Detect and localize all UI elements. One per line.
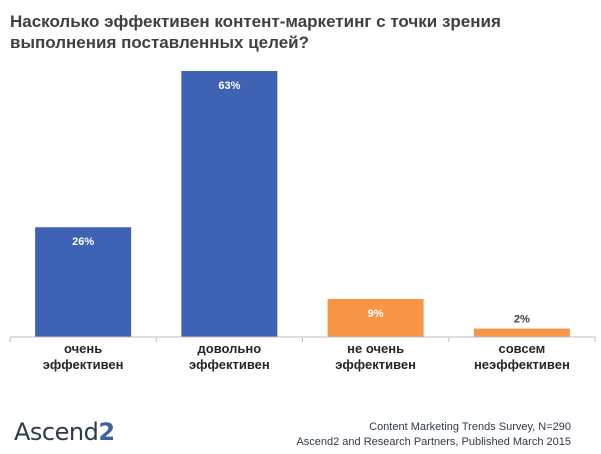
category-label: эффективен <box>43 357 124 372</box>
category-label: не очень <box>347 341 404 356</box>
bar-value-label: 63% <box>218 80 240 92</box>
category-label: очень <box>64 341 102 356</box>
bar-chart: 26%63%9% 2% оченьэффективендовольноэффект… <box>9 71 596 372</box>
bar <box>181 71 278 337</box>
category-label: совсем <box>499 341 546 356</box>
category-label: довольно <box>198 341 262 356</box>
source-line-2: Ascend2 and Research Partners, Published… <box>296 436 571 448</box>
source-note: Content Marketing Trends Survey, N=290 A… <box>296 420 571 450</box>
category-label: эффективен <box>335 357 416 372</box>
bar <box>473 328 570 337</box>
bar-value-label: 9% <box>368 308 384 320</box>
bar-value-label: 26% <box>72 236 94 248</box>
bars-group: 26% 63% 9% 2% <box>35 71 570 337</box>
ascend2-logo: Ascend2 <box>14 418 115 446</box>
category-label: неэффективен <box>474 357 570 372</box>
source-line-1: Content Marketing Trends Survey, N=290 <box>369 421 571 433</box>
x-axis-ticks <box>9 337 596 342</box>
bar <box>327 299 424 337</box>
bar-value-label: 2% <box>514 314 530 326</box>
bar <box>35 227 132 337</box>
chart-title: Насколько эффективен контент-маркетинг с… <box>10 12 501 52</box>
category-label: эффективен <box>189 357 270 372</box>
